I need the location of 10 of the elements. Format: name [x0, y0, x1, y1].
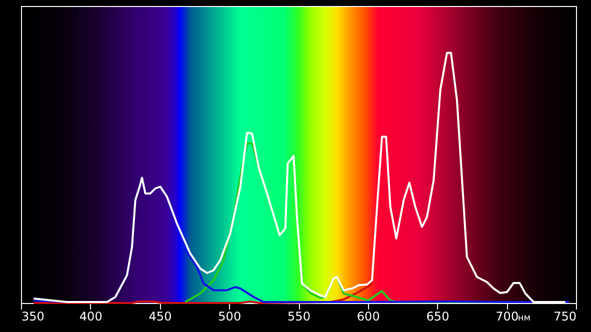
- x-tick-label: 550: [288, 310, 310, 324]
- x-axis-title: нм: [518, 314, 530, 324]
- x-tick-label: 750: [554, 310, 576, 324]
- x-tick-label: 350: [22, 310, 44, 324]
- x-tick-label: 650: [426, 310, 450, 324]
- x-tick-label: 450: [148, 310, 172, 324]
- x-tick-label: 400: [79, 310, 102, 324]
- x-tick-label: 600: [356, 310, 380, 324]
- x-tick-label: 500: [218, 310, 242, 324]
- x-tick-label: 700: [496, 310, 519, 324]
